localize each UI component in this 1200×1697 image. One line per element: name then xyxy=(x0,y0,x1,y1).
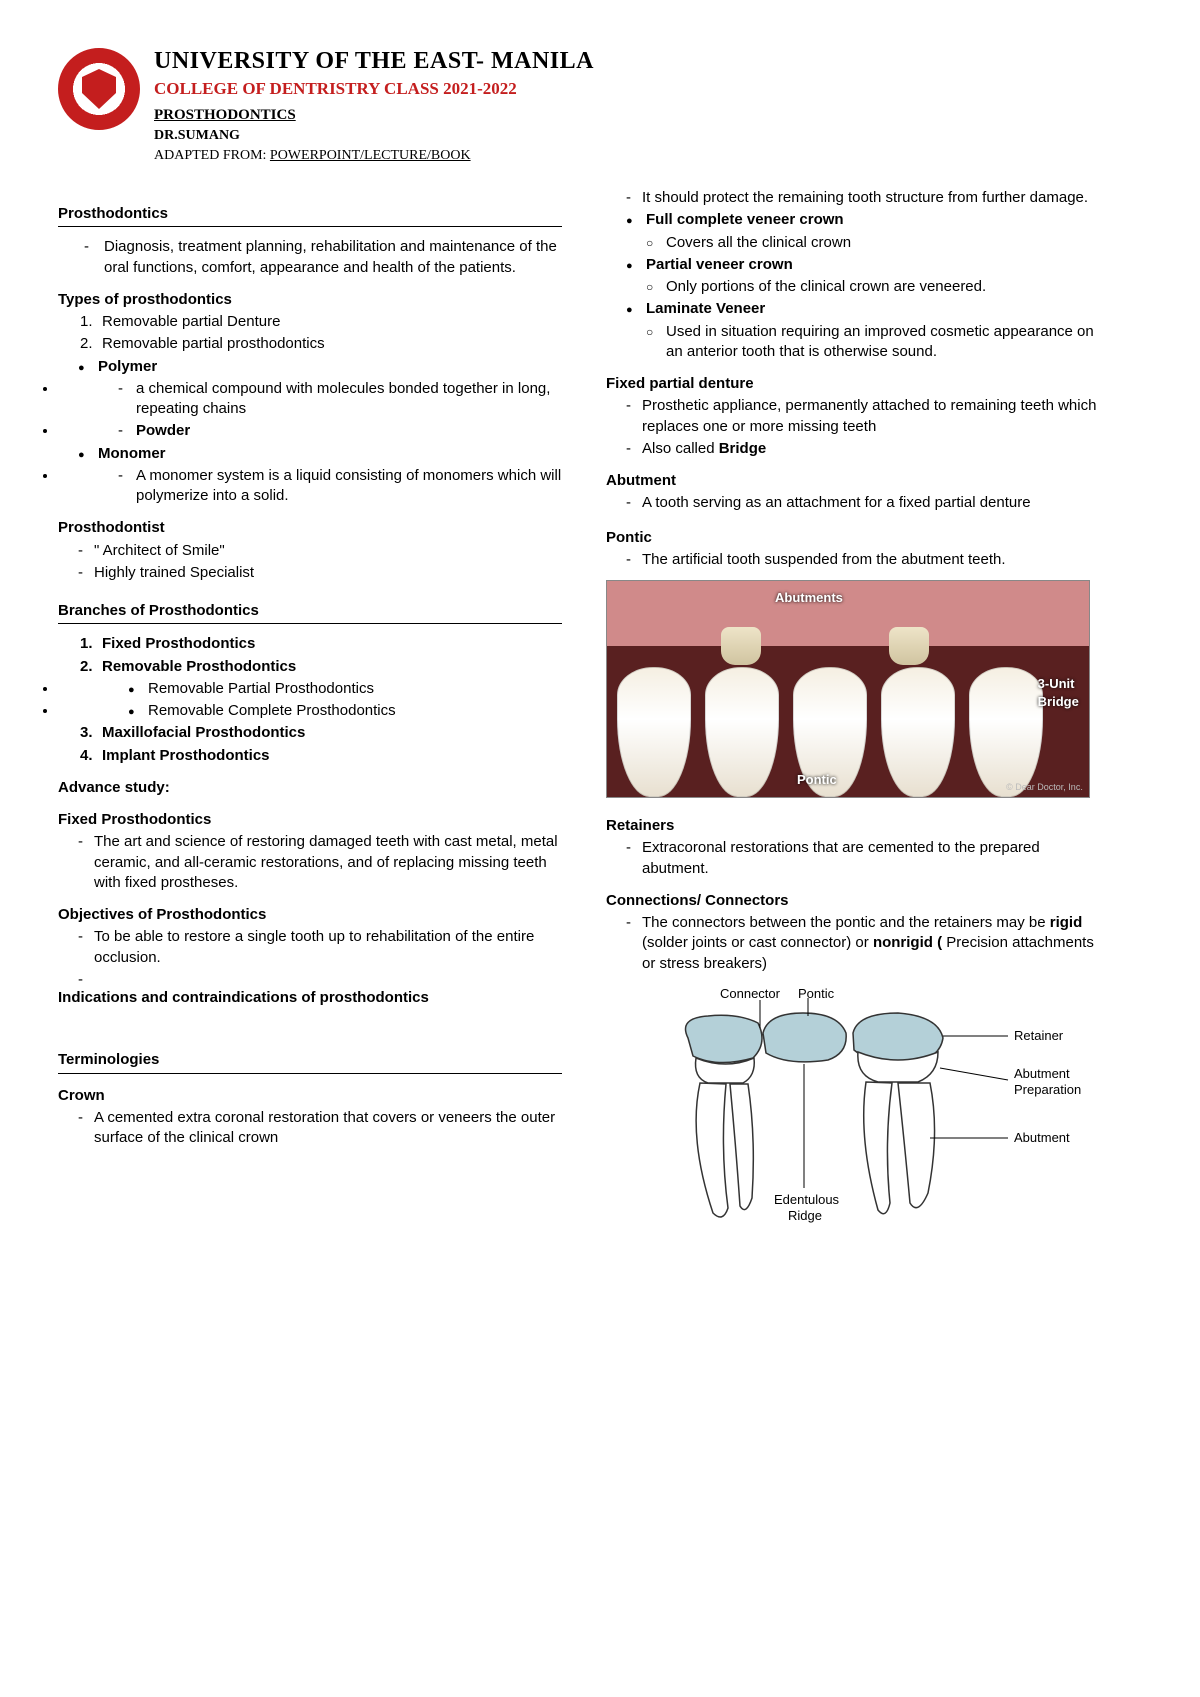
pontic-def: The artificial tooth suspended from the … xyxy=(606,550,1110,570)
section-types: Types of prosthodontics xyxy=(58,290,562,310)
laminate-def: Used in situation requiring an improved … xyxy=(606,322,1110,363)
section-branches: Branches of Prosthodontics xyxy=(58,601,562,624)
conn-t1: The connectors between the pontic and th… xyxy=(642,914,1050,931)
fig2-connector: Connector xyxy=(720,988,781,1001)
objective-1: To be able to restore a single tooth up … xyxy=(58,927,562,968)
abutment-shape-2 xyxy=(889,627,929,665)
fig2-edent1: Edentulous xyxy=(774,1192,840,1207)
section-fixed-prostho: Fixed Prosthodontics xyxy=(58,810,562,830)
university-name: UNIVERSITY OF THE EAST- MANILA xyxy=(154,48,594,75)
fpd-also-called: Also called xyxy=(642,440,719,457)
laminate-label: Laminate Veneer xyxy=(646,300,765,317)
section-pontic: Pontic xyxy=(606,528,1110,548)
section-objectives: Objectives of Prosthodontics xyxy=(58,905,562,925)
fig1-credit: © Dear Doctor, Inc. xyxy=(1006,781,1083,793)
prosthodontist-1: " Architect of Smile" xyxy=(58,541,562,561)
laminate-heading: Laminate Veneer xyxy=(606,299,1110,319)
powder-label: Powder xyxy=(136,422,190,439)
header-text-block: UNIVERSITY OF THE EAST- MANILA COLLEGE O… xyxy=(154,48,594,164)
section-abutment: Abutment xyxy=(606,471,1110,491)
fpd-def: Prosthetic appliance, permanently attach… xyxy=(606,396,1110,437)
fpd-bridge: Also called Bridge xyxy=(606,439,1110,459)
full-veneer-label: Full complete veneer crown xyxy=(646,211,844,228)
instructor-name: DR.SUMANG xyxy=(154,128,594,144)
full-veneer-def: Covers all the clinical crown xyxy=(606,233,1110,253)
fig2-abutprep1: Abutment xyxy=(1014,1066,1070,1081)
fpd-bridge-word: Bridge xyxy=(719,440,767,457)
section-prosthodontics: Prosthodontics xyxy=(58,204,562,227)
connectors-def: The connectors between the pontic and th… xyxy=(606,913,1110,974)
polymer-powder: Powder xyxy=(58,421,562,441)
bridge-diagram-svg: Connector Pontic Retainer Abutment Prepa… xyxy=(606,988,1110,1248)
course-name: PROSTHODONTICS xyxy=(154,107,594,124)
tooth-1 xyxy=(617,667,691,797)
fig2-abutment: Abutment xyxy=(1014,1130,1070,1145)
section-crown: Crown xyxy=(58,1086,562,1106)
source-prefix: ADAPTED FROM: xyxy=(154,148,270,163)
monomer-def: A monomer system is a liquid consisting … xyxy=(58,466,562,507)
crown-protect: It should protect the remaining tooth st… xyxy=(606,188,1110,208)
fig2-abutprep2: Preparation xyxy=(1014,1082,1081,1097)
branch-2a: Removable Partial Prosthodontics xyxy=(58,679,562,699)
fig1-label-abutments: Abutments xyxy=(775,589,843,607)
monomer-heading: Monomer xyxy=(58,444,562,464)
left-column: Prosthodontics Diagnosis, treatment plan… xyxy=(58,188,562,1248)
section-fpd: Fixed partial denture xyxy=(606,374,1110,394)
section-retainers: Retainers xyxy=(606,816,1110,836)
tooth-4 xyxy=(881,667,955,797)
branch-4: Implant Prosthodontics xyxy=(58,746,562,766)
section-prosthodontist: Prosthodontist xyxy=(58,518,562,538)
fig2-retainer: Retainer xyxy=(1014,1028,1064,1043)
fig2-pontic: Pontic xyxy=(798,988,835,1001)
bridge-photo-figure: Abutments Pontic 3-Unit Bridge © Dear Do… xyxy=(606,580,1090,798)
branch-1: Fixed Prosthodontics xyxy=(58,634,562,654)
section-connectors: Connections/ Connectors xyxy=(606,891,1110,911)
retainers-def: Extracoronal restorations that are cemen… xyxy=(606,838,1110,879)
prosthodontist-2: Highly trained Specialist xyxy=(58,563,562,583)
tooth-2 xyxy=(705,667,779,797)
college-name: COLLEGE OF DENTRISTRY CLASS 2021-2022 xyxy=(154,79,594,99)
crown-def: A cemented extra coronal restoration tha… xyxy=(58,1108,562,1149)
fixed-prostho-def: The art and science of restoring damaged… xyxy=(58,832,562,893)
content-columns: Prosthodontics Diagnosis, treatment plan… xyxy=(58,188,1142,1248)
polymer-heading: Polymer xyxy=(58,357,562,377)
right-column: It should protect the remaining tooth st… xyxy=(606,188,1110,1248)
fig1-label-bridge: 3-Unit Bridge xyxy=(1038,675,1079,710)
section-terminologies: Terminologies xyxy=(58,1050,562,1073)
fig1-bridge: Bridge xyxy=(1038,694,1079,709)
objective-blank xyxy=(58,970,562,990)
abutment-shape-1 xyxy=(721,627,761,665)
abutment-def: A tooth serving as an attachment for a f… xyxy=(606,493,1110,513)
branch-2: Removable Prosthodontics xyxy=(58,657,562,677)
tooth-5 xyxy=(969,667,1043,797)
type-1: Removable partial Denture xyxy=(58,312,562,332)
source-value: POWERPOINT/LECTURE/BOOK xyxy=(270,148,471,163)
fig2-edent2: Ridge xyxy=(788,1208,822,1223)
section-advance: Advance study: xyxy=(58,778,562,798)
polymer-label: Polymer xyxy=(98,358,157,375)
full-veneer-heading: Full complete veneer crown xyxy=(606,210,1110,230)
conn-nonrigid: nonrigid ( xyxy=(873,934,942,951)
conn-t2: (solder joints or cast connector) or xyxy=(642,934,873,951)
branch-2b: Removable Complete Prosthodontics xyxy=(58,701,562,721)
fig1-label-pontic: Pontic xyxy=(797,771,837,789)
type-2: Removable partial prosthodontics xyxy=(58,334,562,354)
polymer-def: a chemical compound with molecules bonde… xyxy=(58,379,562,420)
monomer-label: Monomer xyxy=(98,445,166,462)
conn-rigid: rigid xyxy=(1050,914,1083,931)
partial-veneer-heading: Partial veneer crown xyxy=(606,255,1110,275)
fig1-3unit: 3-Unit xyxy=(1038,676,1075,691)
source-line: ADAPTED FROM: POWERPOINT/LECTURE/BOOK xyxy=(154,148,594,164)
partial-veneer-def: Only portions of the clinical crown are … xyxy=(606,277,1110,297)
university-seal xyxy=(58,48,140,130)
branch-3: Maxillofacial Prosthodontics xyxy=(58,723,562,743)
document-header: UNIVERSITY OF THE EAST- MANILA COLLEGE O… xyxy=(58,48,1142,164)
bridge-diagram-figure: Connector Pontic Retainer Abutment Prepa… xyxy=(606,988,1110,1248)
prosthodontics-def: Diagnosis, treatment planning, rehabilit… xyxy=(58,237,562,278)
partial-veneer-label: Partial veneer crown xyxy=(646,256,793,273)
section-indications: Indications and contraindications of pro… xyxy=(58,988,562,1008)
